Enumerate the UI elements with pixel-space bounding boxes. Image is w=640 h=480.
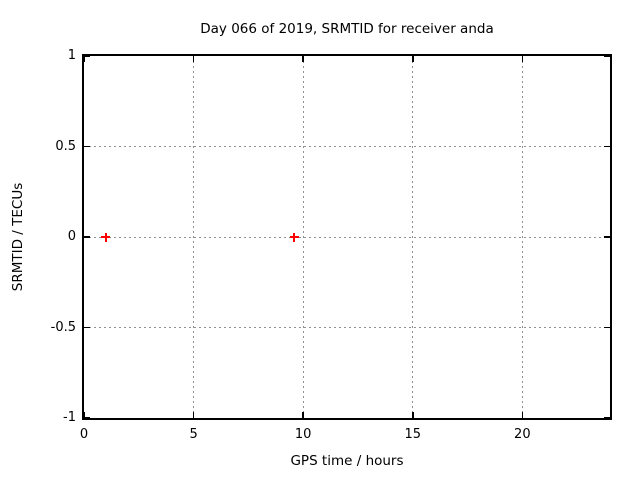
xtick-label-0: 0 xyxy=(79,427,89,442)
xtick-label-15: 15 xyxy=(404,427,422,442)
gridline-x-5 xyxy=(193,56,195,418)
xtick-bottom-20 xyxy=(521,412,524,418)
ytick-left-0.5 xyxy=(84,145,90,148)
ytick-left--1 xyxy=(84,417,90,419)
xtick-top-20 xyxy=(521,56,524,62)
gridline-y-0.5 xyxy=(84,146,610,147)
ytick-right--0.5 xyxy=(604,326,610,329)
ytick-right-0 xyxy=(604,236,610,238)
gridline-x-10 xyxy=(302,56,304,418)
y-axis-label: SRMTID / TECUs xyxy=(10,182,26,292)
x-axis-label: GPS time / hours xyxy=(290,453,404,469)
ytick-left-0 xyxy=(84,236,90,238)
ytick-left-1 xyxy=(84,55,90,57)
ytick-label-1: 1 xyxy=(67,48,76,63)
xtick-bottom-5 xyxy=(192,412,195,418)
chart-title: Day 066 of 2019, SRMTID for receiver and… xyxy=(200,21,494,37)
ytick-label--1: -1 xyxy=(63,410,76,425)
xtick-top-15 xyxy=(412,56,414,62)
xtick-bottom-10 xyxy=(302,412,304,418)
xtick-bottom-0 xyxy=(83,412,85,418)
ytick-label-0: 0 xyxy=(67,229,76,244)
xtick-label-20: 20 xyxy=(514,427,531,442)
plot-area xyxy=(82,54,612,420)
gridline-y-0 xyxy=(84,236,610,238)
ytick-right--1 xyxy=(604,417,610,419)
ytick-label--0.5: -0.5 xyxy=(50,319,76,335)
xtick-top-0 xyxy=(83,56,85,62)
xtick-label-10: 10 xyxy=(294,427,312,442)
gridline-y--0.5 xyxy=(84,327,610,328)
ytick-left--0.5 xyxy=(84,326,90,329)
marker-vbar xyxy=(104,232,107,242)
xtick-bottom-15 xyxy=(412,412,414,418)
data-point-marker-0 xyxy=(101,232,111,242)
ytick-label-0.5: 0.5 xyxy=(55,138,76,154)
gridline-x-20 xyxy=(521,56,523,418)
ytick-right-0.5 xyxy=(604,145,610,148)
data-point-marker-1 xyxy=(289,232,299,242)
ytick-right-1 xyxy=(604,55,610,57)
xtick-top-10 xyxy=(302,56,304,62)
marker-vbar xyxy=(293,232,296,242)
xtick-label-5: 5 xyxy=(189,427,198,442)
gridline-x-15 xyxy=(412,56,414,418)
xtick-top-5 xyxy=(192,56,195,62)
